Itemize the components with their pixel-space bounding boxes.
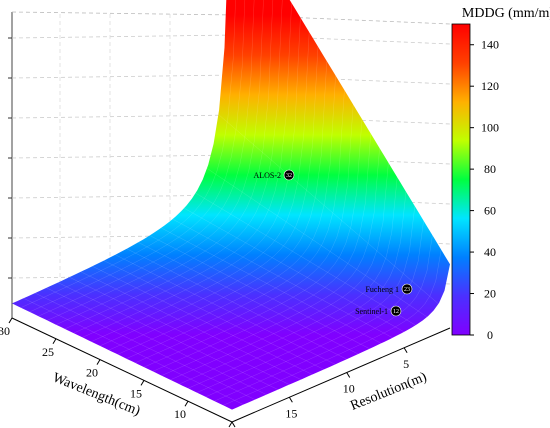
point-marker bbox=[390, 305, 402, 317]
colorbar-tick-label: 20 bbox=[484, 287, 496, 301]
satellite-point: 12 Sentinel-1 bbox=[355, 305, 402, 317]
resolution-tick-label: 5 bbox=[403, 357, 409, 371]
colorbar-title: MDDG (mm/m) bbox=[462, 6, 550, 21]
colorbar-tick-label: 80 bbox=[484, 162, 496, 176]
point-id: 12 bbox=[393, 309, 399, 315]
colorbar: MDDG (mm/m) 0 20 40 60 80 100 120 140 bbox=[451, 6, 550, 342]
colorbar-tick-label: 140 bbox=[481, 38, 499, 52]
colorbar-tick-label: 40 bbox=[484, 245, 496, 259]
wavelength-tick-label: 20 bbox=[86, 366, 98, 380]
wavelength-tick-label: 15 bbox=[130, 386, 142, 400]
wavelength-tick-label: 10 bbox=[174, 407, 186, 421]
point-id: 23 bbox=[404, 287, 410, 293]
colorbar-tick-label: 120 bbox=[481, 79, 499, 93]
resolution-axis: 2015105 bbox=[231, 327, 451, 428]
colorbar-gradient bbox=[451, 23, 471, 336]
resolution-tick-label: 10 bbox=[343, 382, 355, 396]
surface-mesh bbox=[20, 0, 442, 406]
wavelength-tick-label: 30 bbox=[0, 324, 10, 338]
resolution-axis-title: Resolution(m) bbox=[348, 370, 429, 414]
point-id: 32 bbox=[286, 173, 292, 179]
colorbar-tick-label: 60 bbox=[484, 204, 496, 218]
mddg-surface bbox=[12, 0, 450, 410]
colorbar-tick-label: 0 bbox=[487, 328, 493, 342]
colorbar-ticks: 0 20 40 60 80 100 120 140 bbox=[470, 38, 499, 342]
point-label: Sentinel-1 bbox=[355, 307, 388, 316]
resolution-tick-label: 15 bbox=[285, 406, 297, 420]
wavelength-axis: 30252015105 bbox=[0, 317, 233, 428]
z-axis-ticks bbox=[8, 37, 12, 279]
colorbar-tick-label: 100 bbox=[481, 121, 499, 135]
point-marker bbox=[283, 169, 295, 181]
wavelength-tick-label: 25 bbox=[42, 345, 54, 359]
point-label: Fucheng 1 bbox=[365, 285, 399, 294]
point-marker bbox=[401, 283, 413, 295]
satellite-point: 23 Fucheng 1 bbox=[365, 283, 413, 295]
satellite-points: 32 ALOS-2 23 Fucheng 1 12 Sentinel-1 bbox=[253, 169, 413, 317]
satellite-point: 32 ALOS-2 bbox=[253, 169, 295, 181]
point-label: ALOS-2 bbox=[253, 171, 281, 180]
